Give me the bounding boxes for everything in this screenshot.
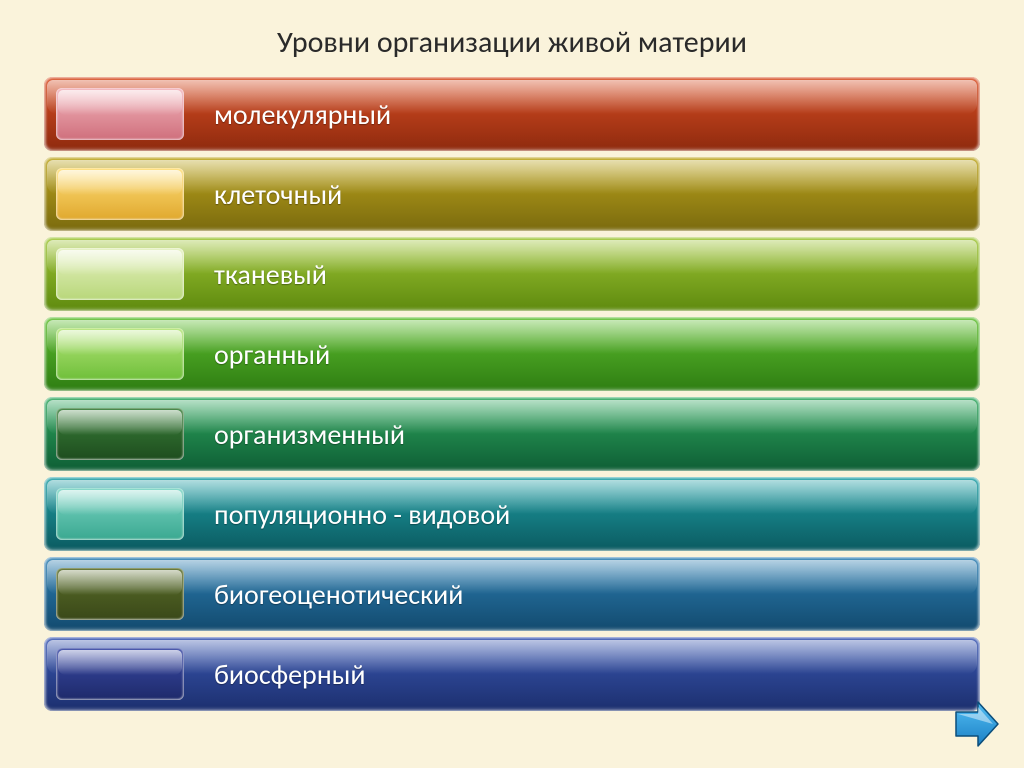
levels-list: молекулярный клеточный тканевый органный…	[44, 77, 980, 711]
level-label: органный	[214, 337, 330, 372]
level-chip	[56, 568, 184, 620]
level-label: организменный	[214, 417, 405, 452]
level-chip	[56, 248, 184, 300]
slide: Уровни организации живой материи молекул…	[0, 0, 1024, 768]
level-chip	[56, 328, 184, 380]
level-bar: молекулярный	[44, 77, 980, 151]
level-chip	[56, 488, 184, 540]
level-label: молекулярный	[214, 97, 391, 132]
level-bar: популяционно - видовой	[44, 477, 980, 551]
level-label: клеточный	[214, 177, 342, 212]
next-slide-button[interactable]	[950, 698, 1002, 750]
level-label: тканевый	[214, 257, 327, 292]
slide-title: Уровни организации живой материи	[40, 24, 984, 61]
level-bar: клеточный	[44, 157, 980, 231]
level-bar: биосферный	[44, 637, 980, 711]
level-label: популяционно - видовой	[214, 497, 510, 532]
arrow-right-icon	[950, 698, 1002, 750]
level-bar: биогеоценотический	[44, 557, 980, 631]
level-chip	[56, 408, 184, 460]
level-chip	[56, 648, 184, 700]
level-bar: органный	[44, 317, 980, 391]
level-label: биогеоценотический	[214, 577, 463, 612]
level-bar: тканевый	[44, 237, 980, 311]
level-label: биосферный	[214, 657, 366, 692]
level-chip	[56, 88, 184, 140]
level-chip	[56, 168, 184, 220]
level-bar: организменный	[44, 397, 980, 471]
